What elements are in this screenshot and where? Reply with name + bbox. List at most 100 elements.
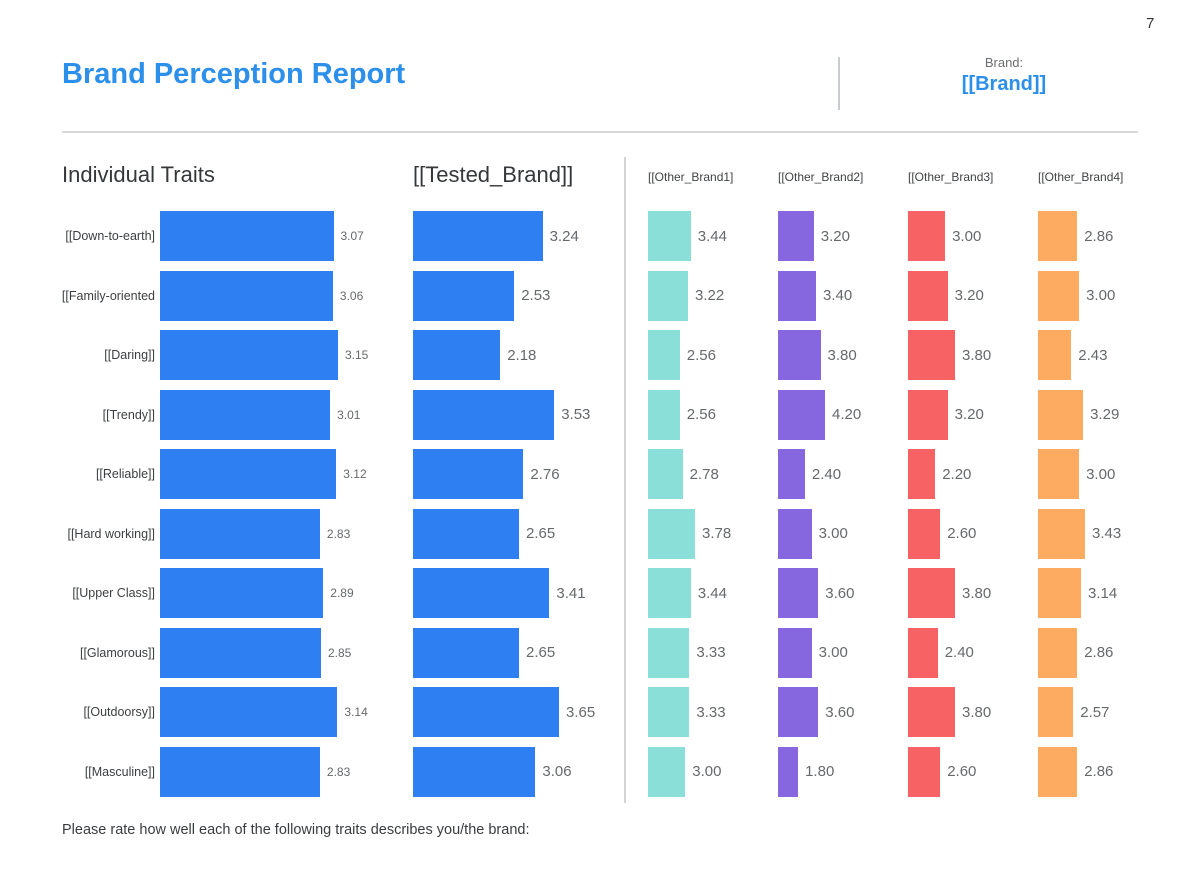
bar-row: 3.07: [160, 211, 368, 261]
bar-value-label: 3.06: [339, 288, 364, 303]
bar-row: 3.14: [160, 687, 368, 737]
column-header-other-brand3: [[Other_Brand3]: [908, 170, 994, 184]
bar: [908, 627, 938, 678]
bar: [1038, 389, 1084, 440]
column-header-other-brand2: [[Other_Brand2]: [778, 170, 864, 184]
bar-row: 2.18: [413, 330, 595, 380]
bar-value-label: 2.86: [1084, 227, 1114, 245]
bar-value-label: 3.12: [343, 467, 367, 481]
bar-row: 3.20: [908, 270, 991, 321]
bar: [778, 627, 812, 678]
bar-value-label: 2.86: [1084, 644, 1114, 661]
bar: [778, 687, 819, 737]
series-column-3: 3.44 3.22 2.56 2.56 2.78 3.78 3.44 3.33 3.33 3.00: [648, 211, 731, 806]
bar: [1038, 746, 1078, 797]
bar-row: 2.85: [160, 627, 368, 678]
bar: [648, 746, 686, 797]
bar-row: 3.65: [413, 687, 595, 737]
bar-value-label: 3.78: [702, 525, 732, 542]
bar-value-label: 3.15: [345, 348, 369, 362]
series-column-4: 3.20 3.40 3.80 4.20 2.40 3.00 3.60 3.00 3.60 1.80: [778, 211, 861, 806]
bar-value-label: 3.06: [542, 763, 572, 780]
bar: [413, 270, 515, 321]
bar: [778, 449, 805, 499]
report-title: Brand Perception Report: [62, 58, 406, 90]
bar: [648, 449, 683, 499]
bar-value-label: 2.53: [521, 287, 551, 304]
bar-row: 3.06: [413, 746, 595, 797]
bar-value-label: 3.53: [561, 406, 591, 423]
bar-value-label: 3.44: [697, 227, 727, 245]
bar-row: 2.86: [1038, 627, 1121, 678]
bar-value-label: 2.56: [686, 406, 716, 423]
bar-value-label: 3.60: [825, 703, 855, 721]
bar: [778, 508, 812, 559]
brand-value: [[Brand]]: [961, 73, 1047, 95]
bar-value-label: 3.60: [825, 584, 855, 602]
trait-labels-column: [[Down-to-earth] [[Family-oriented [[Darin…: [58, 211, 155, 806]
bar: [413, 449, 524, 499]
bar: [908, 449, 936, 499]
header-vertical-divider: [838, 57, 840, 110]
bar-value-label: 2.43: [1078, 346, 1108, 364]
bar-value-label: 3.43: [1092, 525, 1122, 542]
bar: [648, 270, 688, 321]
bar-row: 3.00: [778, 508, 861, 559]
bar: [160, 389, 331, 440]
series-column-2: 3.24 2.53 2.18 3.53 2.76 2.65 3.41 2.65 3.65 3.06: [413, 211, 595, 806]
bar-row: 2.60: [908, 508, 991, 559]
bar: [1038, 449, 1080, 499]
bar: [413, 389, 555, 440]
column-header-other-brand4: [[Other_Brand4]: [1038, 170, 1124, 184]
bar-value-label: 3.80: [962, 346, 992, 364]
bar: [648, 508, 695, 559]
bar-row: 2.83: [160, 508, 368, 559]
bar: [160, 627, 321, 678]
bar-value-label: 3.33: [696, 644, 726, 661]
bar-row: 3.41: [413, 568, 595, 618]
trait-label: [[Upper Class]]: [72, 586, 155, 600]
bar-value-label: 3.20: [954, 287, 984, 304]
bar: [1038, 211, 1078, 261]
series-column-6: 2.86 3.00 2.43 3.29 3.00 3.43 3.14 2.86 2.57 2.86: [1038, 211, 1121, 806]
bar-row: 3.00: [1038, 449, 1121, 499]
bar-value-label: 3.00: [692, 763, 722, 780]
trait-label: [[Masculine]]: [84, 764, 155, 779]
bar-value-label: 3.01: [337, 407, 361, 422]
bar: [160, 330, 338, 380]
bar-value-label: 2.65: [526, 525, 556, 542]
bar-row: 2.65: [413, 508, 595, 559]
survey-question-caption: Please rate how well each of the followi…: [62, 822, 530, 838]
bar-row: 3.80: [908, 687, 991, 737]
bar-value-label: 3.00: [818, 525, 848, 542]
bar-value-label: 3.80: [827, 346, 857, 364]
bar-row: 3.00: [908, 211, 991, 261]
bar-row: 3.14: [1038, 568, 1121, 618]
bar: [908, 270, 948, 321]
bar: [413, 211, 543, 261]
bar-value-label: 1.80: [805, 763, 835, 780]
bar-row: 3.00: [1038, 270, 1121, 321]
bar-row: 4.20: [778, 389, 862, 440]
trait-label: [[Glamorous]]: [79, 645, 155, 660]
bar-row: 3.53: [413, 389, 595, 440]
bar-row: 3.01: [160, 389, 368, 440]
bar-value-label: 3.29: [1090, 406, 1120, 423]
bar-value-label: 4.20: [832, 406, 862, 423]
bar-value-label: 2.40: [811, 465, 842, 483]
bar: [1038, 627, 1078, 678]
bar: [648, 568, 691, 618]
bar: [908, 330, 955, 380]
bar-value-label: 2.76: [530, 465, 560, 483]
bar: [413, 508, 519, 559]
trait-label: [[Hard working]]: [67, 526, 155, 541]
bar: [648, 687, 690, 737]
bar-row: 2.56: [648, 330, 731, 380]
bar-value-label: 2.56: [686, 346, 716, 364]
bar: [778, 330, 821, 380]
brand-label: Brand:: [984, 55, 1024, 70]
bar-value-label: 3.65: [566, 703, 596, 721]
bar-value-label: 2.20: [942, 465, 972, 483]
bar-row: 3.24: [413, 211, 595, 261]
bar: [648, 389, 680, 440]
